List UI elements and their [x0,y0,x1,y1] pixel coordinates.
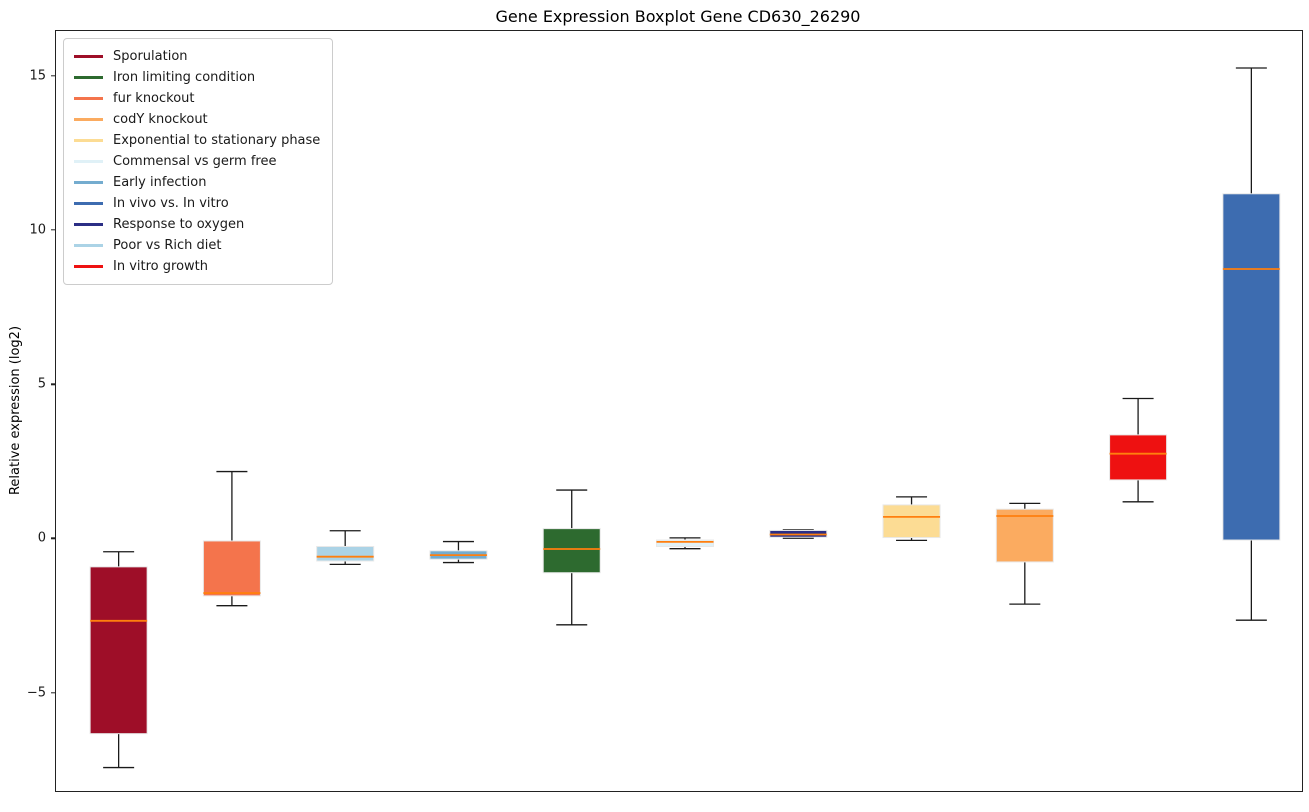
legend-label: In vitro growth [113,259,208,274]
legend-label: Response to oxygen [113,217,245,232]
legend-item: Commensal vs germ free [74,151,320,172]
legend-label: Poor vs Rich diet [113,238,222,253]
boxplot-fur-knockout [202,470,261,607]
legend-swatch [74,55,103,58]
y-tick-label: 15 [29,68,46,84]
legend-swatch [74,181,103,184]
legend-item: Response to oxygen [74,214,320,235]
boxplot-iron-limiting-condition [542,489,601,626]
legend-swatch [74,160,103,163]
boxplot-in-vitro-growth [1109,397,1168,503]
legend-label: codY knockout [113,112,208,127]
y-tick-mark [51,229,55,231]
legend-item: fur knockout [74,88,320,109]
y-tick-label: 10 [29,222,46,238]
legend-label: Commensal vs germ free [113,154,277,169]
legend-item: Early infection [74,172,320,193]
box-iqr [882,504,941,539]
y-tick-mark [51,691,55,694]
legend-item: In vitro growth [74,256,320,277]
legend: Sporulation Iron limiting condition fur kn… [63,38,334,285]
box-iqr [656,539,714,548]
legend-item: Exponential to stationary phase [74,130,320,151]
legend-swatch [74,202,103,205]
legend-label: Early infection [113,175,207,190]
legend-item: codY knockout [74,109,320,130]
legend-swatch [74,223,103,226]
box-iqr [202,540,261,597]
legend-swatch [74,118,103,121]
y-axis-label: Relative expression (log2) [8,325,24,495]
boxplot-sporulation [89,551,148,769]
boxplot-canvas [89,67,1281,769]
legend-label: Exponential to stationary phase [113,133,321,148]
y-tick-label: 5 [37,376,46,392]
legend-swatch [74,139,103,142]
y-tick-mark [51,537,55,540]
legend-label: Iron limiting condition [113,70,256,85]
y-tick-label: 0 [37,530,46,546]
box-iqr [995,508,1054,563]
legend-item: In vivo vs. In vitro [74,193,320,214]
legend-swatch [74,97,103,100]
boxplot-early-infection [429,540,488,564]
boxplot-commensal-vs-germ-free [656,537,714,550]
y-tick-mark [51,383,55,385]
boxplot-poor-vs-rich-diet [316,530,375,566]
boxplot-cody-knockout [995,502,1054,605]
legend-swatch [74,76,103,79]
boxplot-in-vivo-vs-in-vitro [1222,67,1281,621]
chart-title: Gene Expression Boxplot Gene CD630_26290 [495,7,861,26]
plot-area: Sporulation Iron limiting condition fur kn… [55,30,1303,792]
legend-label: Sporulation [113,49,188,64]
boxplot-exponential-to-stationary-phase [882,496,941,541]
box-iqr [1222,193,1281,541]
legend-item: Sporulation [74,46,320,67]
y-axis-label-container: Relative expression (log2) [0,30,32,790]
y-tick-mark [51,75,55,77]
box-iqr [1109,434,1168,481]
legend-label: fur knockout [113,91,195,106]
boxplot-response-to-oxygen [769,529,828,539]
legend-label: In vivo vs. In vitro [113,196,229,211]
box-iqr [316,546,375,562]
legend-item: Iron limiting condition [74,67,320,88]
box-iqr [542,528,601,574]
legend-swatch [74,265,103,268]
y-tick-label: −5 [26,685,46,701]
legend-item: Poor vs Rich diet [74,235,320,256]
legend-swatch [74,244,103,247]
box-iqr [89,566,148,735]
